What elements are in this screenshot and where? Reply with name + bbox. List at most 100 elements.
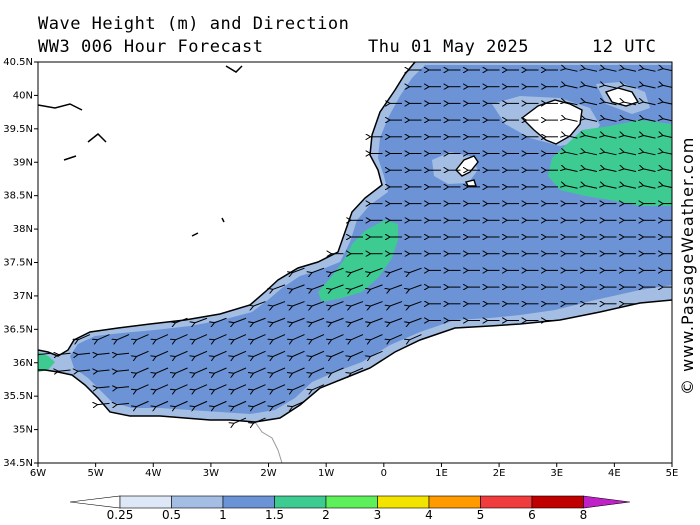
wave-arrow bbox=[390, 284, 403, 289]
wave-arrow bbox=[195, 400, 208, 406]
wave-arrow bbox=[624, 135, 637, 139]
wave-arrow bbox=[293, 301, 305, 306]
wave-arrow bbox=[332, 317, 344, 322]
wave-arrow bbox=[273, 384, 286, 390]
wave-arrow bbox=[624, 169, 637, 172]
wave-arrow bbox=[137, 400, 149, 406]
wave-arrow bbox=[566, 119, 578, 122]
wave-arrow bbox=[624, 69, 637, 72]
chart-title: Wave Height (m) and Direction bbox=[38, 14, 350, 34]
wave-arrow bbox=[605, 152, 617, 156]
forecast-date: Thu 01 May 2025 bbox=[368, 37, 530, 57]
wave-arrow bbox=[117, 403, 130, 404]
lon-label: 6W bbox=[30, 468, 46, 479]
wave-arrow bbox=[234, 350, 247, 356]
wave-arrow bbox=[176, 384, 188, 390]
wave-arrow bbox=[351, 301, 364, 306]
legend-swatch bbox=[531, 495, 584, 509]
longitude-axis: 6W 5W 4W 3W 2W 1W 0 1E 2E 3E 4E 5E bbox=[30, 463, 678, 479]
wave-arrow bbox=[234, 317, 247, 322]
legend-label: 0.25 bbox=[106, 508, 134, 522]
wave-arrow bbox=[156, 334, 169, 340]
wave-arrow bbox=[585, 186, 598, 189]
lat-label: 38.5N bbox=[3, 191, 33, 202]
wave-arrow bbox=[624, 102, 637, 106]
wave-arrow bbox=[585, 152, 598, 156]
wave-arrow bbox=[371, 301, 383, 306]
wave-arrow bbox=[98, 353, 110, 354]
lat-label: 40N bbox=[13, 90, 33, 101]
wave-arrow bbox=[644, 102, 656, 106]
lat-label: 35N bbox=[13, 425, 33, 436]
wave-arrow bbox=[273, 334, 286, 340]
lon-label: 5W bbox=[88, 468, 104, 479]
wave-arrow bbox=[293, 400, 305, 406]
wave-arrow bbox=[176, 334, 188, 340]
wave-arrow bbox=[332, 334, 344, 340]
wave-arrow bbox=[351, 317, 364, 322]
wave-arrow bbox=[644, 85, 656, 89]
legend-label: 3 bbox=[373, 508, 382, 522]
wave-arrow bbox=[215, 334, 227, 340]
lon-label: 1W bbox=[318, 468, 334, 479]
wave-arrow bbox=[293, 367, 305, 373]
wave-arrow bbox=[176, 317, 188, 322]
wave-arrow bbox=[371, 267, 383, 272]
wave-arrow bbox=[624, 119, 637, 122]
wave-arrow bbox=[59, 353, 71, 354]
wave-arrow bbox=[273, 317, 286, 322]
wave-arrow bbox=[390, 334, 403, 340]
wave-arrow bbox=[663, 169, 672, 172]
wave-arrow bbox=[176, 400, 188, 406]
latitude-axis: 40.5N 40N 39.5N 39N 38.5N 38N 37.5N 37N 36.5N 36N… bbox=[3, 57, 38, 469]
coastline-atlantic bbox=[38, 103, 83, 111]
lon-label: 2W bbox=[260, 468, 276, 479]
wave-arrow bbox=[195, 317, 208, 322]
wave-arrow bbox=[215, 317, 227, 322]
legend-swatch bbox=[171, 495, 224, 509]
wave-band-1.5-2m-central bbox=[318, 220, 398, 302]
wave-arrow bbox=[234, 384, 247, 390]
island-ibiza bbox=[455, 155, 479, 177]
wave-arrow bbox=[254, 317, 266, 322]
wave-arrow bbox=[585, 135, 598, 139]
wave-arrow bbox=[293, 334, 305, 340]
lon-label: 3W bbox=[203, 468, 219, 479]
lat-label: 35.5N bbox=[3, 391, 33, 402]
lat-label: 39N bbox=[13, 157, 33, 168]
wave-arrow bbox=[585, 169, 598, 172]
wave-arrow bbox=[98, 370, 110, 371]
wave-arrow bbox=[254, 367, 266, 373]
wave-arrow bbox=[195, 367, 208, 373]
islet bbox=[63, 155, 77, 161]
wave-arrow bbox=[293, 284, 305, 289]
wave-arrow bbox=[332, 350, 344, 356]
wave-arrow bbox=[312, 350, 325, 356]
wave-arrow bbox=[195, 384, 208, 390]
wave-arrow bbox=[566, 169, 578, 172]
wave-arrow bbox=[156, 367, 169, 373]
wave-arrow bbox=[566, 85, 578, 89]
lat-label: 37N bbox=[13, 291, 33, 302]
wave-arrow bbox=[605, 119, 617, 122]
wave-arrow bbox=[273, 284, 286, 289]
wave-arrow bbox=[273, 301, 286, 306]
wave-arrow bbox=[234, 417, 247, 423]
wave-arrow bbox=[78, 370, 91, 371]
wave-arrow bbox=[566, 152, 578, 156]
legend-swatch bbox=[428, 495, 481, 509]
lat-label: 39.5N bbox=[3, 124, 33, 135]
wave-arrow bbox=[254, 301, 266, 306]
wave-arrow bbox=[605, 102, 617, 106]
legend-label: 5 bbox=[476, 508, 485, 522]
wave-arrow bbox=[566, 135, 578, 139]
wave-arrow bbox=[605, 69, 617, 72]
wave-arrow bbox=[644, 119, 656, 122]
wave-arrow bbox=[312, 384, 325, 390]
wave-arrow bbox=[644, 69, 656, 72]
wave-arrow bbox=[312, 317, 325, 322]
wave-arrow bbox=[273, 367, 286, 373]
wave-arrow bbox=[78, 334, 91, 340]
wave-arrow bbox=[663, 119, 672, 122]
